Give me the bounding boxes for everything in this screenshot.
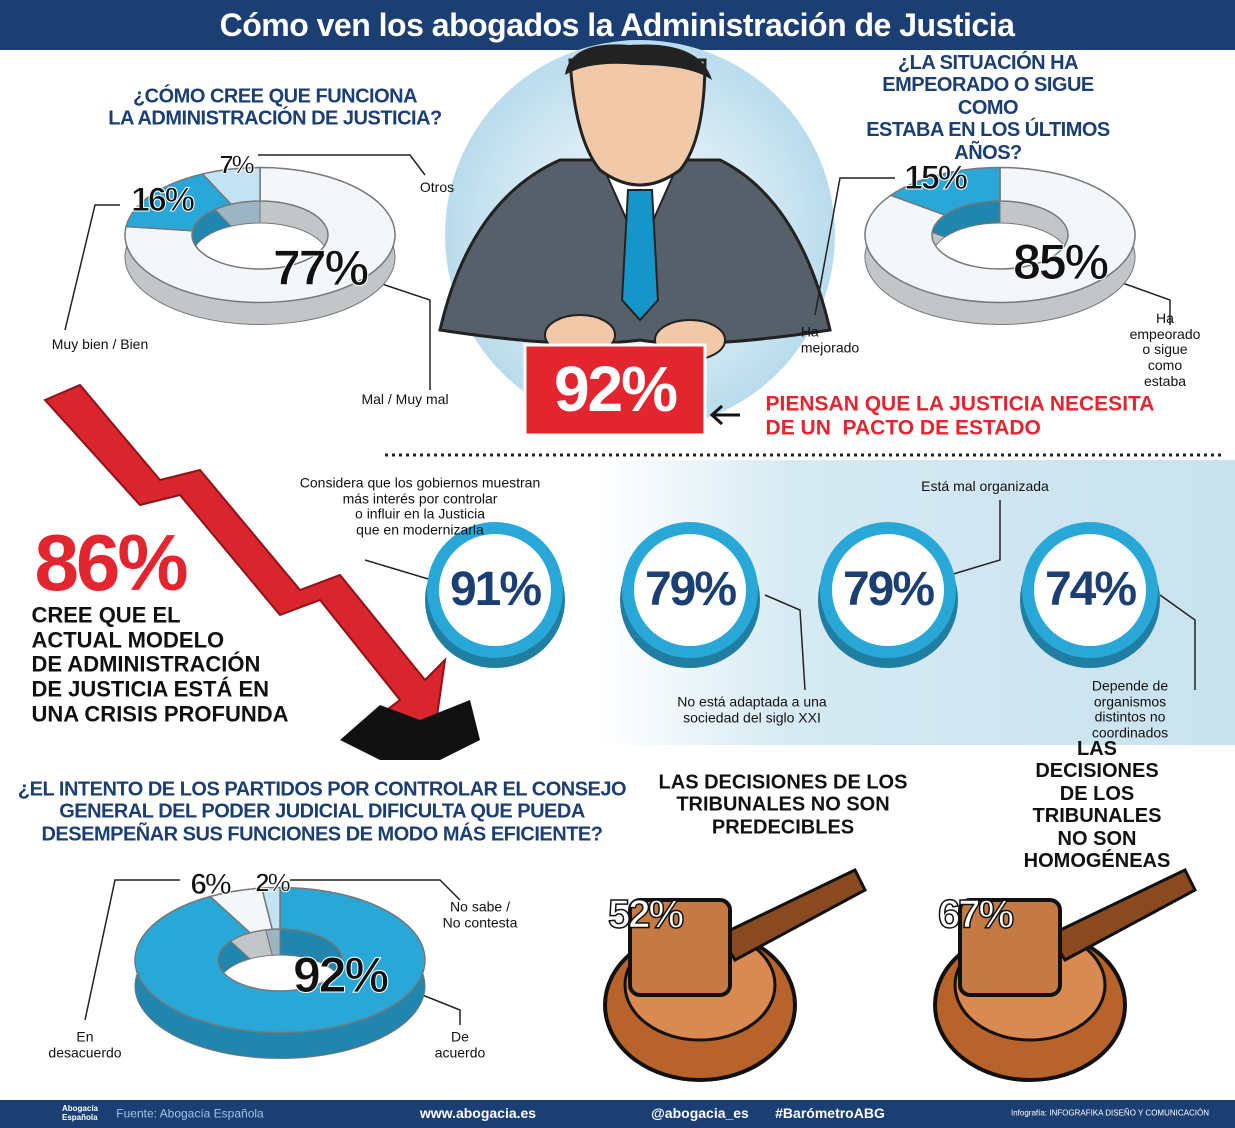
category-label: Considera que los gobiernos muestran más…	[299, 474, 541, 538]
ring	[1022, 522, 1158, 658]
highlight-value: 86%	[34, 518, 188, 608]
category-label: Ha empeorado o sigue como estaba	[1129, 309, 1201, 389]
segment	[260, 886, 281, 931]
segment	[125, 173, 233, 232]
category-label: No está adaptada a una sociedad del sigl…	[677, 693, 827, 725]
gavel	[603, 868, 867, 1082]
value-label: 77%	[272, 240, 369, 297]
highlight-value: 92%	[553, 353, 678, 426]
category-label: Muy bien / Bien	[51, 336, 149, 353]
category-label: Mal / Muy mal	[361, 391, 449, 408]
ring	[622, 522, 758, 658]
chart-title: ¿CÓMO CREE QUE FUNCIONA LA ADMINISTRACIÓ…	[108, 85, 442, 130]
page-title: Cómo ven los abogados la Administración …	[219, 7, 1015, 44]
chart-title: ¿EL INTENTO DE LOS PARTIDOS POR CONTROLA…	[17, 778, 627, 846]
gavel-handle	[1047, 868, 1197, 962]
segment	[124, 166, 396, 304]
segment	[864, 166, 1136, 304]
value-label: 2%	[255, 867, 292, 898]
ring	[820, 522, 956, 658]
value-label: 91%	[449, 563, 542, 617]
crisis-arrow	[43, 383, 447, 732]
highlight-box	[523, 343, 707, 437]
value-label: 7%	[219, 149, 256, 180]
crack	[340, 700, 480, 760]
value-label: 16%	[130, 180, 195, 219]
value-label: 6%	[190, 868, 232, 902]
chart-title: LAS DECISIONES DE LOS TRIBUNALES NO SON …	[658, 771, 908, 839]
leader-lines	[64, 154, 1196, 1025]
category-label: Depende de organismos distintos no coord…	[1091, 677, 1169, 741]
value-label: 79%	[842, 563, 935, 617]
arrow	[709, 404, 740, 426]
segment	[201, 166, 261, 206]
footer-source: Fuente: Abogacía Española	[116, 1106, 264, 1121]
segment	[889, 166, 1001, 216]
lawyer	[438, 44, 832, 361]
category-label: En desacuerdo	[48, 1028, 122, 1060]
value-label: 74%	[1044, 563, 1137, 617]
gavel	[933, 868, 1197, 1082]
chart-title: ¿LA SITUACIÓN HA EMPEORADO O SIGUE COMO …	[866, 52, 1110, 164]
value-label: 15%	[903, 158, 968, 197]
footer-web: www.abogacia.es	[419, 1105, 537, 1122]
value-label: 67%	[937, 892, 1015, 937]
value-label: 79%	[644, 563, 737, 617]
category-label: Otros	[419, 179, 455, 196]
segment	[134, 886, 426, 1034]
footer-credit: Infografía: INFOGRAFIKA DISEÑO Y COMUNIC…	[1011, 1108, 1209, 1118]
footer-bar	[0, 1100, 1235, 1128]
value-label: 92%	[292, 947, 389, 1004]
highlight-text: PIENSAN QUE LA JUSTICIA NECESITA DE UN P…	[765, 392, 1155, 439]
gavel-head	[958, 898, 1062, 997]
value-label: 85%	[1012, 234, 1109, 291]
gavel-handle	[717, 868, 867, 962]
highlight-text: CREE QUE EL ACTUAL MODELO DE ADMINISTRAC…	[31, 602, 289, 726]
chart-title: LAS DECISIONES DE LOS TRIBUNALES NO SON …	[1023, 737, 1171, 872]
gavel-head	[628, 898, 732, 997]
category-label: De acuerdo	[434, 1028, 486, 1060]
value-label: 52%	[607, 892, 685, 937]
category-label: Está mal organizada	[921, 478, 1049, 495]
category-label: Ha mejorado	[800, 323, 860, 355]
footer-hashtag: #BarómetroABG	[775, 1105, 885, 1122]
category-label: No sabe / No contesta	[442, 898, 518, 930]
ring	[427, 522, 563, 658]
footer-handle: @abogacia_es	[651, 1105, 749, 1122]
footer-logo: Abogacía Española	[61, 1104, 99, 1122]
